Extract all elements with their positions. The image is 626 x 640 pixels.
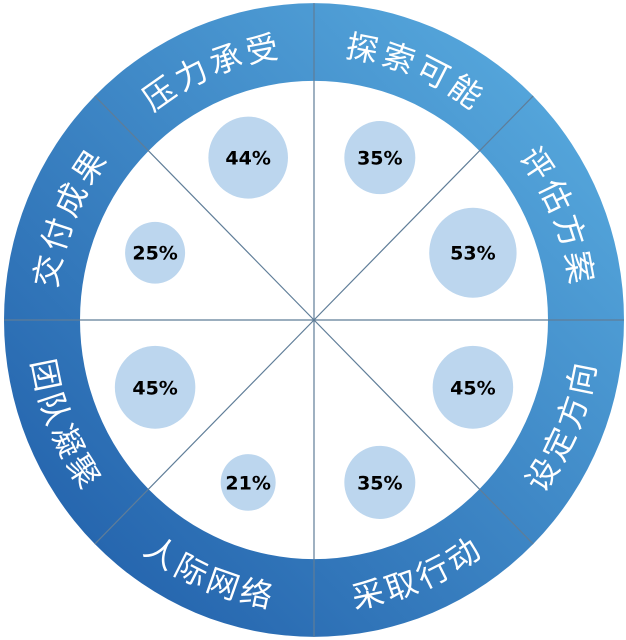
value-label: 53% bbox=[450, 243, 495, 265]
value-bubble bbox=[125, 221, 186, 284]
value-label: 35% bbox=[357, 472, 402, 494]
value-bubble bbox=[344, 121, 416, 195]
value-bubble bbox=[114, 345, 196, 429]
segment-divider bbox=[94, 95, 315, 321]
value-label: 44% bbox=[225, 148, 270, 170]
value-label: 45% bbox=[450, 377, 495, 399]
value-label: 35% bbox=[357, 148, 402, 170]
value-bubble bbox=[344, 445, 416, 519]
value-bubble bbox=[429, 207, 517, 298]
segment-divider bbox=[313, 319, 534, 545]
value-label: 25% bbox=[132, 243, 177, 265]
value-bubble bbox=[208, 116, 288, 199]
value-bubble bbox=[220, 454, 276, 511]
value-label: 45% bbox=[132, 377, 177, 399]
value-label: 21% bbox=[225, 472, 270, 494]
value-bubble bbox=[432, 345, 514, 429]
segment-divider bbox=[313, 95, 534, 321]
segment-divider bbox=[94, 319, 315, 545]
